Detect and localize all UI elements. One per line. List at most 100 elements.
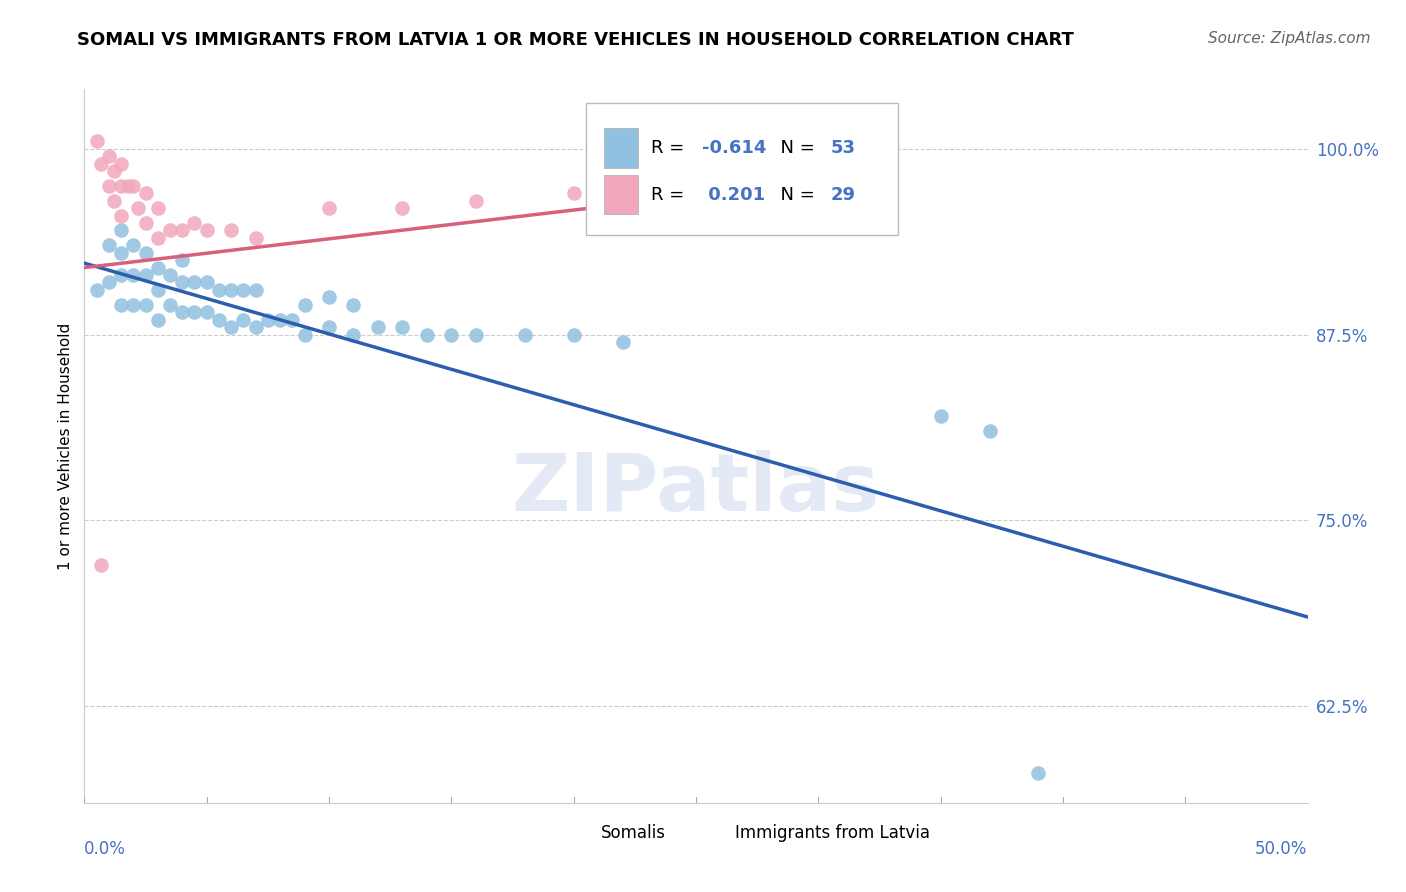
Point (232, 312, 254, 326)
Point (391, 201, 413, 215)
Point (562, 186, 585, 201)
Point (122, 268, 145, 282)
Point (342, 298, 364, 312)
Text: Somalis: Somalis (600, 824, 665, 842)
Text: -0.614: -0.614 (702, 139, 766, 157)
Point (135, 216, 157, 230)
Point (103, 164, 125, 178)
Point (172, 223, 194, 237)
Point (117, 178, 139, 193)
Point (318, 320, 340, 334)
Point (110, 209, 132, 223)
Text: Immigrants from Latvia: Immigrants from Latvia (735, 824, 931, 842)
Point (172, 276, 194, 290)
Point (110, 298, 132, 312)
Point (122, 178, 145, 193)
Point (245, 231, 267, 245)
Point (146, 260, 169, 275)
Point (208, 312, 231, 326)
Point (342, 327, 364, 342)
Text: Source: ZipAtlas.com: Source: ZipAtlas.com (1208, 31, 1371, 46)
Point (513, 327, 536, 342)
Point (97, 276, 120, 290)
Point (685, 178, 707, 193)
Point (367, 320, 389, 334)
Point (219, 283, 242, 297)
Point (172, 305, 194, 319)
Point (245, 283, 267, 297)
Y-axis label: 1 or more Vehicles in Household: 1 or more Vehicles in Household (58, 322, 73, 570)
Point (97, 238, 120, 252)
Point (127, 201, 149, 215)
Point (183, 276, 205, 290)
Point (257, 312, 280, 326)
Text: 0.0%: 0.0% (84, 840, 127, 858)
Text: N =: N = (769, 186, 821, 203)
Point (110, 268, 132, 282)
Text: ZIPatlas: ZIPatlas (512, 450, 880, 528)
Point (90, 156, 112, 170)
Point (183, 305, 205, 319)
Text: SOMALI VS IMMIGRANTS FROM LATVIA 1 OR MORE VEHICLES IN HOUSEHOLD CORRELATION CHA: SOMALI VS IMMIGRANTS FROM LATVIA 1 OR MO… (77, 31, 1074, 49)
Text: 50.0%: 50.0% (1256, 840, 1308, 858)
Text: N =: N = (769, 139, 821, 157)
Text: 53: 53 (831, 139, 855, 157)
Point (208, 283, 231, 297)
Point (562, 327, 585, 342)
Point (122, 298, 145, 312)
Point (391, 320, 413, 334)
Point (122, 238, 145, 252)
Point (97, 149, 120, 163)
Point (269, 312, 291, 326)
Point (318, 201, 340, 215)
Point (232, 283, 254, 297)
FancyBboxPatch shape (605, 128, 638, 168)
Point (219, 223, 242, 237)
Point (90, 558, 112, 572)
Point (146, 201, 169, 215)
Text: 29: 29 (831, 186, 855, 203)
FancyBboxPatch shape (702, 822, 728, 844)
Point (440, 327, 463, 342)
Point (110, 178, 132, 193)
Point (979, 424, 1001, 438)
Point (929, 409, 952, 424)
Point (103, 194, 125, 208)
Point (294, 327, 316, 342)
Point (159, 268, 181, 282)
Point (281, 312, 304, 326)
Point (97, 178, 120, 193)
Point (612, 334, 634, 349)
FancyBboxPatch shape (605, 175, 638, 214)
Text: R =: R = (651, 139, 690, 157)
Point (159, 223, 181, 237)
Point (135, 268, 157, 282)
FancyBboxPatch shape (586, 103, 898, 235)
Point (159, 298, 181, 312)
Point (146, 283, 169, 297)
Point (318, 290, 340, 304)
Point (86, 283, 108, 297)
Point (219, 320, 242, 334)
Point (195, 276, 218, 290)
Point (294, 298, 316, 312)
Point (245, 320, 267, 334)
Point (110, 156, 132, 170)
FancyBboxPatch shape (568, 822, 595, 844)
Point (86, 134, 108, 148)
Point (172, 253, 194, 268)
Point (110, 223, 132, 237)
Point (135, 245, 157, 260)
Point (183, 216, 205, 230)
Point (464, 327, 486, 342)
Point (146, 231, 169, 245)
Point (146, 312, 169, 326)
Point (195, 305, 218, 319)
Point (807, 171, 830, 186)
Point (464, 194, 486, 208)
Point (135, 298, 157, 312)
Point (416, 327, 439, 342)
Point (135, 186, 157, 201)
Text: 0.201: 0.201 (702, 186, 765, 203)
Point (1028, 766, 1050, 780)
